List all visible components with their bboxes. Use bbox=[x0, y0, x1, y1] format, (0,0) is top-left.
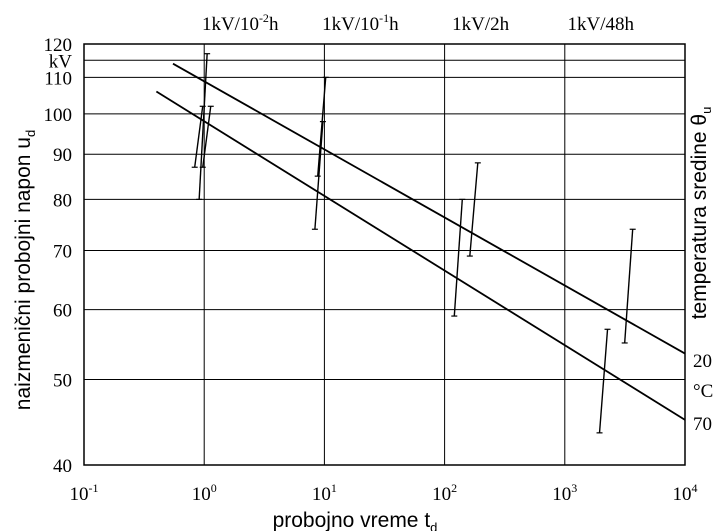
top-rate-label: 1kV/10-2h bbox=[202, 11, 279, 35]
right-tick-label: °C bbox=[693, 381, 713, 402]
y-tick-label: 80 bbox=[53, 190, 72, 211]
top-rate-label: 1kV/10-1h bbox=[322, 11, 399, 35]
y-axis-title: naizmenični probojni napon ud bbox=[12, 130, 38, 410]
series-line bbox=[172, 62, 686, 355]
error-bar bbox=[469, 162, 479, 257]
data-series bbox=[155, 62, 686, 421]
y-tick-label: 50 bbox=[53, 370, 72, 391]
top-rate-label: 1kV/48h bbox=[568, 14, 635, 35]
grid-lines bbox=[84, 44, 685, 465]
y-tick-label: 110 bbox=[44, 68, 72, 89]
error-bar bbox=[194, 106, 204, 168]
error-bar bbox=[202, 106, 212, 168]
x-axis-title: probojno vreme td bbox=[273, 509, 438, 531]
x-tick-label: 101 bbox=[312, 481, 337, 505]
y-tick-label: 40 bbox=[53, 456, 72, 477]
error-bars bbox=[191, 53, 636, 434]
error-bar bbox=[623, 229, 634, 344]
error-bar bbox=[317, 77, 327, 177]
x-tick-label: 104 bbox=[673, 481, 698, 505]
x-tick-label: 10-1 bbox=[70, 481, 99, 505]
right-axis-title: temperatura sredine θu bbox=[688, 107, 714, 320]
x-tick-label: 102 bbox=[432, 481, 457, 505]
x-tick-label: 103 bbox=[552, 481, 577, 505]
error-bar bbox=[314, 121, 324, 230]
y-tick-label: 90 bbox=[53, 145, 72, 166]
series-line bbox=[155, 90, 686, 421]
plot-frame bbox=[83, 43, 686, 466]
y-tick-label: 100 bbox=[44, 105, 73, 126]
right-tick-label: 20 bbox=[693, 351, 712, 372]
y-unit-label: kV bbox=[49, 51, 73, 72]
y-tick-label: 60 bbox=[53, 301, 72, 322]
right-tick-label: 70 bbox=[693, 414, 712, 435]
x-tick-label: 100 bbox=[192, 481, 217, 505]
labels: 120 110 100 90 80 70 60 50 40 kV 10-1 100 101 102 103 1… bbox=[12, 11, 714, 531]
error-bar bbox=[198, 53, 208, 200]
y-tick-label: 70 bbox=[53, 242, 72, 263]
error-bar bbox=[598, 329, 609, 433]
y-tick-label: 120 bbox=[44, 35, 73, 56]
top-rate-label: 1kV/2h bbox=[452, 14, 510, 35]
error-bar bbox=[453, 199, 463, 317]
